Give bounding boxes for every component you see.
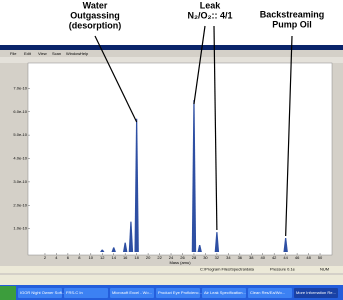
- x-tick-label: 48: [306, 255, 311, 260]
- peak: [122, 242, 128, 252]
- x-tick-label: 40: [261, 255, 266, 260]
- toolbar: [0, 57, 343, 63]
- arrow: [285, 35, 293, 237]
- x-tick-label: 30: [203, 255, 208, 260]
- status-text: Pressure 0.1e: [270, 267, 296, 272]
- annotation: Pump Oil: [272, 19, 312, 29]
- x-tick-label: 42: [272, 255, 277, 260]
- status-text: NUM: [320, 267, 329, 272]
- arrow: [94, 35, 138, 123]
- x-tick-label: 10: [89, 255, 94, 260]
- menu-item[interactable]: Edit: [24, 51, 32, 56]
- task-label: Clean Res/Ea/Wo...: [250, 290, 285, 295]
- task-label: Air Leak Specification...: [204, 290, 246, 295]
- peak: [191, 100, 197, 252]
- task-label: Product Eye Proficienc...: [158, 290, 202, 295]
- arrow: [193, 25, 206, 105]
- x-tick-label: 44: [283, 255, 288, 260]
- x-tick-label: 6: [67, 255, 70, 260]
- annotation: N₂/O₂:: 4/1: [187, 10, 232, 20]
- task-button[interactable]: [110, 288, 154, 298]
- x-tick-label: 38: [249, 255, 254, 260]
- annotation: Backstreaming: [260, 9, 325, 19]
- y-tick-label: 2.0e-10: [13, 202, 27, 207]
- x-tick-label: 12: [100, 255, 105, 260]
- y-tick-label: 1.0e-10: [13, 226, 27, 231]
- task-button[interactable]: [18, 288, 62, 298]
- menu-item[interactable]: View: [38, 51, 47, 56]
- annotation: Leak: [200, 0, 222, 10]
- peak: [111, 247, 116, 252]
- task-label: FRS-C In: [66, 290, 83, 295]
- menu-item[interactable]: Scan: [52, 51, 61, 56]
- menu-item[interactable]: File: [10, 51, 17, 56]
- x-tick-label: 46: [295, 255, 300, 260]
- peak: [134, 118, 139, 252]
- plot-area: [27, 62, 333, 256]
- task-label: More Information Re...: [296, 290, 336, 295]
- peak: [100, 249, 105, 252]
- status-bar: [0, 266, 343, 273]
- annotation: Outgassing: [70, 10, 120, 20]
- x-axis-label: Mass (amu): [169, 260, 191, 265]
- task-button[interactable]: [64, 288, 108, 298]
- start-button[interactable]: [0, 286, 16, 300]
- x-tick-label: 4: [55, 255, 58, 260]
- x-tick-label: 36: [238, 255, 243, 260]
- peak: [283, 237, 288, 252]
- x-tick-label: 34: [226, 255, 231, 260]
- title-bar: [0, 45, 343, 50]
- x-tick-label: 16: [123, 255, 128, 260]
- task-label: Microsoft Excel - Wo...: [112, 290, 152, 295]
- arrow: [213, 25, 218, 231]
- menu-item[interactable]: Help: [80, 51, 89, 56]
- x-tick-label: 26: [180, 255, 185, 260]
- y-tick-label: 4.0e-10: [13, 156, 27, 161]
- y-tick-label: 3.0e-10: [13, 179, 27, 184]
- task-label: IGOR Night Owner Soft...: [20, 290, 65, 295]
- status-text: C:\Program Files\Spectra\data: [200, 267, 255, 272]
- task-button[interactable]: [156, 288, 200, 298]
- x-tick-label: 20: [146, 255, 151, 260]
- y-tick-label: 5.0e-10: [13, 132, 27, 137]
- x-tick-label: 2: [44, 255, 47, 260]
- y-tick-label: 7.0e-10: [13, 85, 27, 90]
- annotation: (desorption): [69, 20, 122, 30]
- x-tick-label: 18: [134, 255, 139, 260]
- x-tick-label: 32: [215, 255, 220, 260]
- x-tick-label: 28: [192, 255, 197, 260]
- peak: [128, 221, 134, 252]
- x-tick-label: 24: [169, 255, 174, 260]
- task-button[interactable]: [294, 288, 338, 298]
- annotation: Water: [83, 0, 108, 10]
- menu-item[interactable]: Window: [66, 51, 80, 56]
- peak: [197, 244, 202, 252]
- x-tick-label: 14: [112, 255, 117, 260]
- task-button[interactable]: [202, 288, 246, 298]
- x-tick-label: 50: [318, 255, 323, 260]
- task-button[interactable]: [248, 288, 292, 298]
- peak: [214, 232, 220, 252]
- x-tick-label: 22: [157, 255, 162, 260]
- x-tick-label: 8: [78, 255, 81, 260]
- color-strip: [0, 275, 343, 285]
- y-tick-label: 6.0e-10: [13, 109, 27, 114]
